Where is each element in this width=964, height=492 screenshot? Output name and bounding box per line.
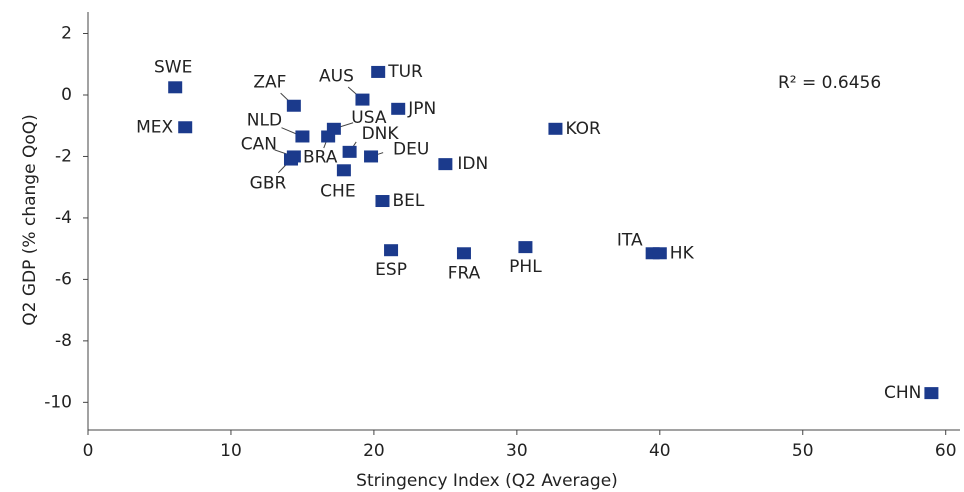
- point-label: HK: [670, 243, 695, 263]
- point-label: IDN: [457, 154, 488, 174]
- x-tick-label: 40: [649, 441, 671, 461]
- point: [518, 241, 533, 254]
- point-label: BRA: [303, 147, 338, 167]
- point-label: USA: [351, 108, 387, 128]
- y-tick-label: -4: [55, 208, 72, 228]
- point: [364, 150, 379, 163]
- y-tick-label: 2: [61, 24, 72, 44]
- point: [384, 244, 399, 257]
- annotation: R² = 0.6456: [778, 73, 881, 93]
- x-tick-label: 20: [363, 441, 385, 461]
- point-label: DNK: [362, 124, 400, 144]
- y-tick-label: -6: [55, 269, 72, 289]
- x-tick-label: 10: [220, 441, 242, 461]
- x-tick-label: 0: [83, 441, 94, 461]
- point-label: ESP: [375, 260, 407, 280]
- point: [371, 65, 386, 78]
- point: [375, 195, 390, 208]
- point-label: AUS: [319, 67, 354, 87]
- point-label: DEU: [393, 139, 429, 159]
- point-label: KOR: [565, 119, 601, 139]
- point-label: CHN: [884, 383, 921, 403]
- point: [924, 387, 939, 400]
- x-tick-label: 50: [792, 441, 814, 461]
- point: [355, 93, 370, 106]
- point: [456, 247, 471, 260]
- point: [295, 130, 310, 143]
- x-tick-label: 60: [935, 441, 957, 461]
- point: [336, 164, 351, 177]
- x-tick-label: 30: [506, 441, 528, 461]
- point-label: ZAF: [253, 73, 286, 93]
- point-label: CAN: [241, 134, 277, 154]
- y-axis-label: Q2 GDP (% change QoQ): [20, 114, 40, 325]
- point: [178, 121, 193, 134]
- point-label: ITA: [617, 230, 643, 250]
- y-tick-label: -10: [44, 392, 72, 412]
- point-label: CHE: [320, 181, 355, 201]
- point-label: NLD: [247, 110, 282, 130]
- y-tick-label: -2: [55, 146, 72, 166]
- point-label: MEX: [136, 117, 173, 137]
- point: [438, 158, 453, 171]
- point: [286, 99, 301, 112]
- point-label: TUR: [387, 62, 423, 82]
- point: [326, 122, 341, 135]
- y-tick-label: -8: [55, 331, 72, 351]
- point-label: JPN: [407, 99, 436, 119]
- point-label: SWE: [154, 57, 192, 77]
- point: [391, 102, 406, 115]
- point: [168, 81, 183, 94]
- point: [548, 122, 563, 135]
- point-label: PHL: [509, 257, 542, 277]
- y-tick-label: 0: [61, 85, 72, 105]
- point: [283, 153, 298, 166]
- point-label: BEL: [392, 191, 424, 211]
- point: [342, 145, 357, 158]
- point-label: GBR: [250, 174, 287, 194]
- point: [652, 247, 667, 260]
- point-label: FRA: [448, 263, 481, 283]
- x-axis-label: Stringency Index (Q2 Average): [356, 471, 618, 491]
